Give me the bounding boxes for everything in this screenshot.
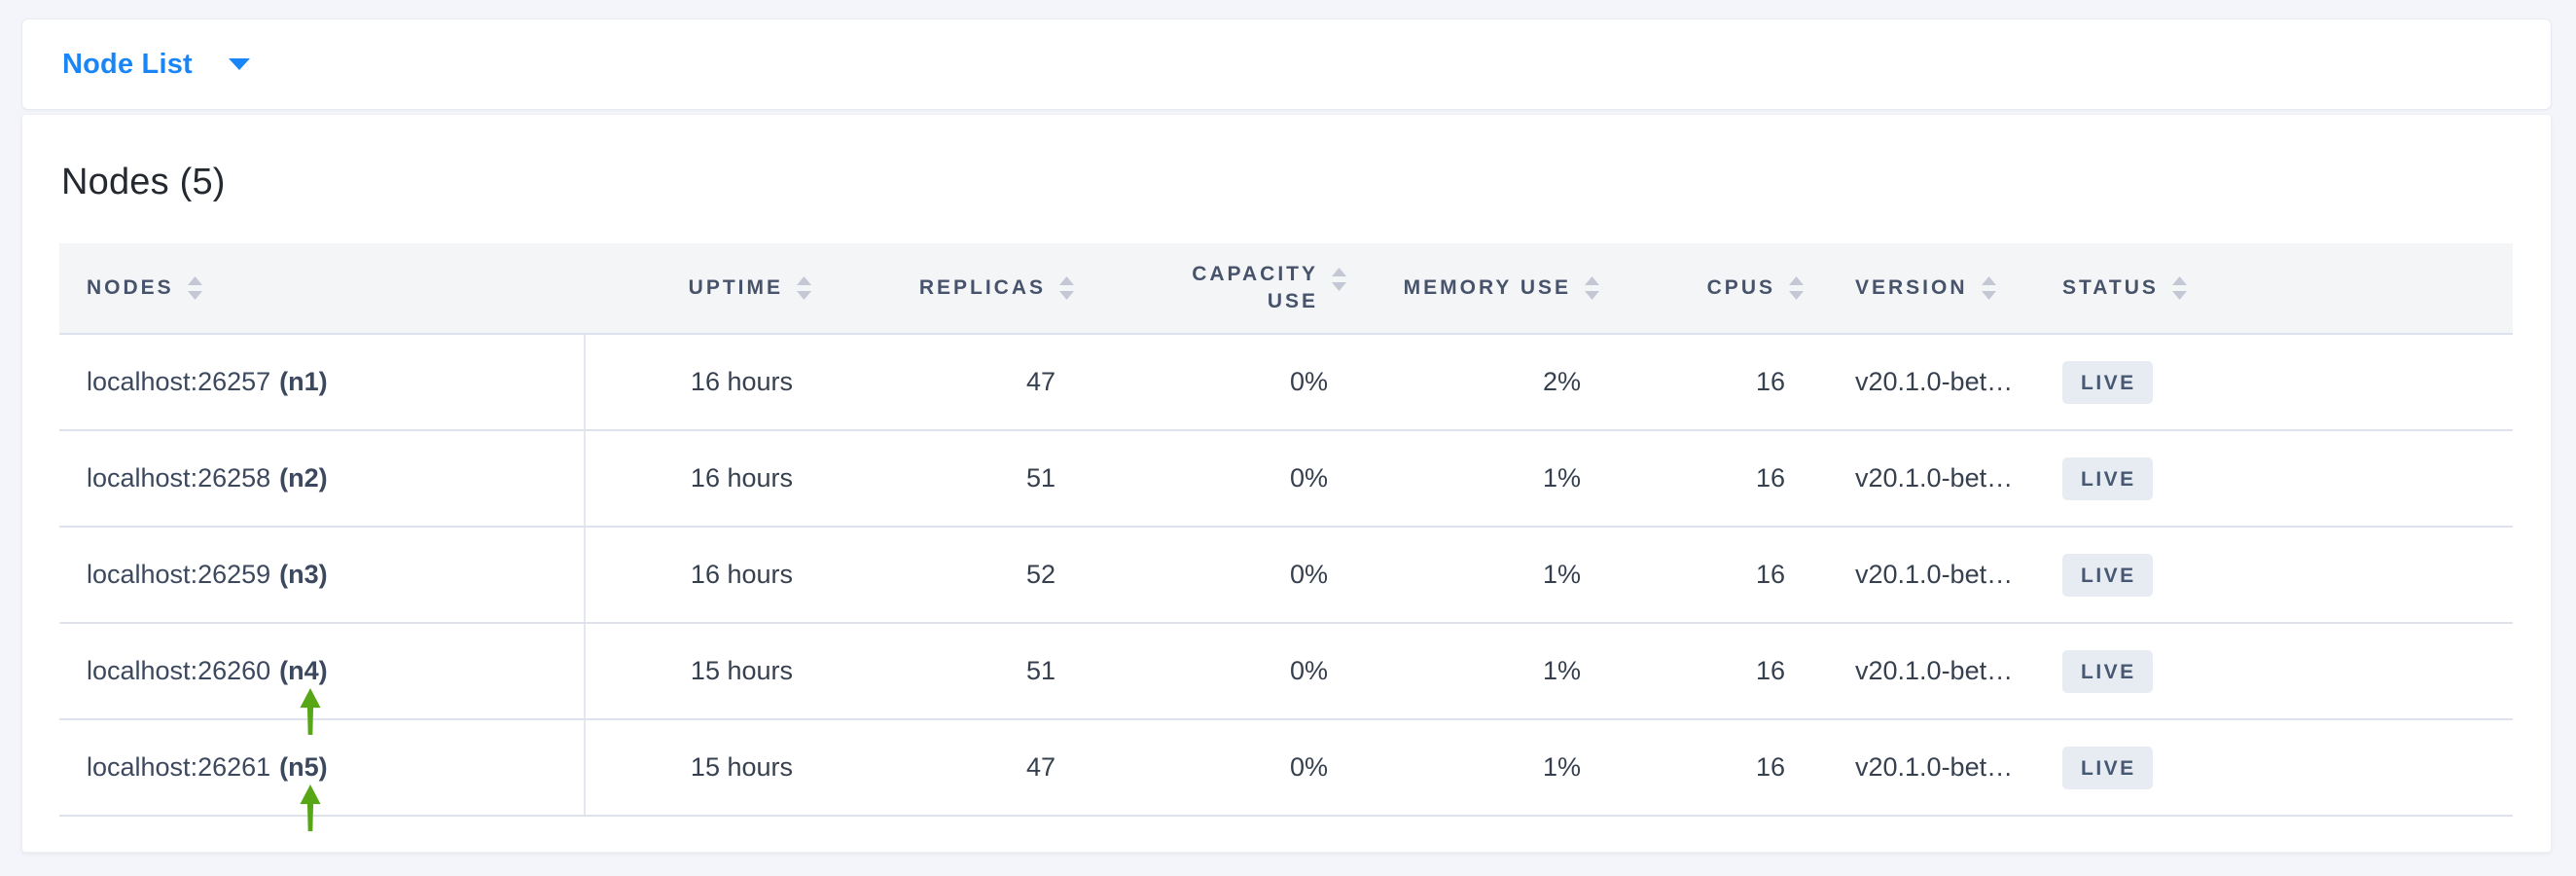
version-cell: v20.1.0-bet… bbox=[1810, 334, 2044, 431]
status-badge: LIVE bbox=[2062, 553, 2153, 597]
column-label: STATUS bbox=[2062, 276, 2159, 299]
version-cell: v20.1.0-bet… bbox=[1810, 430, 2044, 528]
column-header-version[interactable]: VERSION bbox=[1810, 243, 2044, 335]
column-header-cpus[interactable]: CPUS bbox=[1606, 243, 1810, 335]
uptime-cell: 15 hours bbox=[585, 623, 818, 720]
sort-icon bbox=[2171, 276, 2187, 300]
table-row[interactable]: localhost:26260 (n4) 15 hours 51 0% 1% 1… bbox=[59, 623, 2513, 735]
status-badge: LIVE bbox=[2062, 456, 2153, 500]
sort-icon bbox=[1059, 276, 1074, 300]
status-cell: LIVE bbox=[2044, 719, 2513, 817]
memory-use-cell: 1% bbox=[1353, 430, 1606, 528]
capacity-use-cell: 0% bbox=[1081, 623, 1353, 720]
node-cell: localhost:26259 (n3) bbox=[59, 527, 586, 624]
sort-icon bbox=[1332, 267, 1346, 291]
column-label: VERSION bbox=[1855, 276, 1968, 299]
uptime-cell: 16 hours bbox=[585, 334, 818, 431]
node-address: localhost:26260 bbox=[87, 656, 271, 685]
node-address: localhost:26257 bbox=[87, 367, 271, 396]
capacity-use-cell: 0% bbox=[1081, 334, 1353, 431]
replicas-cell: 47 bbox=[818, 719, 1081, 817]
replicas-cell: 52 bbox=[818, 527, 1081, 624]
status-badge: LIVE bbox=[2062, 746, 2153, 789]
uptime-cell: 16 hours bbox=[585, 430, 818, 528]
version-cell: v20.1.0-bet… bbox=[1810, 623, 2044, 720]
table-row[interactable]: localhost:26261 (n5) 15 hours 47 0% 1% 1… bbox=[59, 719, 2513, 831]
node-name: (n5) bbox=[279, 752, 328, 782]
status-badge: LIVE bbox=[2062, 649, 2153, 693]
memory-use-cell: 1% bbox=[1353, 527, 1606, 624]
column-header-status[interactable]: STATUS bbox=[2044, 243, 2513, 335]
column-header-replicas[interactable]: REPLICAS bbox=[818, 243, 1081, 335]
status-cell: LIVE bbox=[2044, 430, 2513, 528]
column-header-capacity-use[interactable]: CAPACITY USE bbox=[1081, 243, 1353, 335]
node-address: localhost:26258 bbox=[87, 463, 271, 493]
node-name: (n2) bbox=[279, 463, 328, 493]
node-name: (n3) bbox=[279, 560, 328, 589]
capacity-use-cell: 0% bbox=[1081, 430, 1353, 528]
status-cell: LIVE bbox=[2044, 334, 2513, 431]
capacity-use-cell: 0% bbox=[1081, 719, 1353, 817]
replicas-cell: 51 bbox=[818, 623, 1081, 720]
sort-icon bbox=[797, 276, 811, 300]
node-address: localhost:26259 bbox=[87, 560, 271, 589]
table-header-row: NODES UPTIME REPLICAS bbox=[59, 243, 2513, 335]
memory-use-cell: 1% bbox=[1353, 623, 1606, 720]
node-name: (n4) bbox=[279, 656, 328, 685]
column-label: NODES bbox=[87, 276, 174, 299]
node-list-dropdown[interactable]: Node List bbox=[22, 19, 280, 109]
column-label: UPTIME bbox=[688, 276, 783, 299]
node-cell: localhost:26260 (n4) bbox=[59, 623, 586, 735]
column-label: CAPACITY USE bbox=[1192, 262, 1318, 312]
column-label: CPUS bbox=[1706, 276, 1775, 299]
version-cell: v20.1.0-bet… bbox=[1810, 527, 2044, 624]
table-row[interactable]: localhost:26258 (n2) 16 hours 51 0% 1% 1… bbox=[59, 430, 2513, 528]
page: Node List Nodes (5) NODES bbox=[21, 18, 2552, 853]
nodes-card: Nodes (5) NODES UPTIME bbox=[21, 114, 2552, 853]
capacity-use-cell: 0% bbox=[1081, 527, 1353, 624]
cpus-cell: 16 bbox=[1606, 527, 1810, 624]
column-label: REPLICAS bbox=[918, 276, 1046, 299]
uptime-cell: 15 hours bbox=[585, 719, 818, 817]
status-badge: LIVE bbox=[2062, 360, 2153, 404]
status-cell: LIVE bbox=[2044, 623, 2513, 720]
replicas-cell: 51 bbox=[818, 430, 1081, 528]
memory-use-cell: 2% bbox=[1353, 334, 1606, 431]
table-row[interactable]: localhost:26257 (n1) 16 hours 47 0% 2% 1… bbox=[59, 334, 2513, 431]
sort-icon bbox=[1789, 276, 1804, 300]
green-up-arrow-icon bbox=[300, 688, 321, 735]
memory-use-cell: 1% bbox=[1353, 719, 1606, 817]
cpus-cell: 16 bbox=[1606, 623, 1810, 720]
node-cell: localhost:26257 (n1) bbox=[59, 334, 586, 431]
chevron-down-icon bbox=[228, 58, 250, 70]
cpus-cell: 16 bbox=[1606, 430, 1810, 528]
sort-icon bbox=[187, 276, 202, 300]
column-header-nodes[interactable]: NODES bbox=[59, 243, 585, 335]
sort-icon bbox=[1585, 276, 1599, 300]
view-selector-bar: Node List bbox=[21, 18, 2552, 110]
replicas-cell: 47 bbox=[818, 334, 1081, 431]
page-title: Nodes (5) bbox=[61, 162, 226, 202]
node-address: localhost:26261 bbox=[87, 752, 271, 782]
cpus-cell: 16 bbox=[1606, 719, 1810, 817]
nodes-table: NODES UPTIME REPLICAS bbox=[59, 243, 2513, 831]
node-list-dropdown-label: Node List bbox=[62, 48, 193, 80]
status-cell: LIVE bbox=[2044, 527, 2513, 624]
green-up-arrow-icon bbox=[300, 785, 321, 831]
cpus-cell: 16 bbox=[1606, 334, 1810, 431]
version-cell: v20.1.0-bet… bbox=[1810, 719, 2044, 817]
column-header-uptime[interactable]: UPTIME bbox=[585, 243, 818, 335]
table-row[interactable]: localhost:26259 (n3) 16 hours 52 0% 1% 1… bbox=[59, 527, 2513, 624]
node-cell: localhost:26258 (n2) bbox=[59, 430, 586, 528]
column-label: MEMORY USE bbox=[1403, 276, 1571, 299]
column-header-memory-use[interactable]: MEMORY USE bbox=[1353, 243, 1606, 335]
uptime-cell: 16 hours bbox=[585, 527, 818, 624]
sort-icon bbox=[1981, 276, 1996, 300]
node-cell: localhost:26261 (n5) bbox=[59, 719, 586, 831]
node-name: (n1) bbox=[279, 367, 328, 396]
